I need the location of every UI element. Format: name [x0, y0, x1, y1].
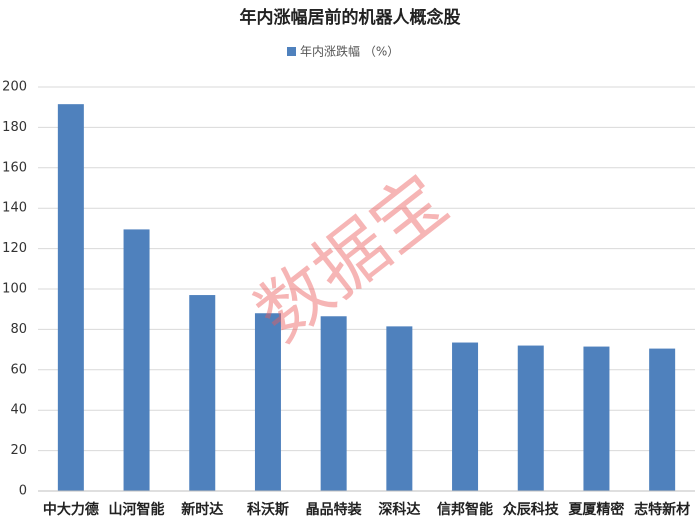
- x-tick-label: 深科达: [378, 501, 420, 518]
- y-tick-label: 20: [10, 443, 27, 458]
- y-tick-label: 80: [10, 322, 27, 337]
- y-tick-label: 0: [19, 484, 27, 499]
- y-tick-label: 120: [2, 241, 27, 256]
- x-tick-label: 山河智能: [109, 501, 165, 518]
- y-tick-label: 200: [2, 80, 27, 95]
- y-tick-label: 100: [2, 282, 27, 297]
- x-tick-label: 夏厦精密: [568, 501, 624, 518]
- x-tick-label: 志特新材: [634, 501, 690, 518]
- y-tick-label: 140: [2, 201, 27, 216]
- y-tick-label: 160: [2, 160, 27, 175]
- bar: [386, 326, 413, 491]
- y-tick-label: 40: [10, 403, 27, 418]
- x-tick-label: 信邦智能: [437, 501, 493, 518]
- x-tick-label: 新时达: [181, 501, 223, 518]
- x-tick-label: 众辰科技: [503, 501, 560, 518]
- plot-area: 0 20 40 60 80 100 120 140 160 180 200 年内涨跌幅 （%） 中大力德…: [2, 44, 695, 518]
- bar: [189, 295, 216, 491]
- x-tick-label: 科沃斯: [247, 501, 289, 518]
- legend-swatch: [287, 47, 296, 56]
- bar: [452, 342, 479, 491]
- x-tick-label: 中大力德: [43, 501, 99, 518]
- bar: [254, 313, 281, 491]
- chart-title: 年内涨幅居前的机器人概念股: [240, 7, 461, 28]
- bar: [123, 229, 150, 491]
- bar: [583, 346, 610, 491]
- x-tick-label: 晶品特装: [306, 501, 363, 518]
- bar: [320, 316, 347, 491]
- y-tick-label: 180: [2, 120, 27, 135]
- y-tick-label: 60: [10, 362, 27, 377]
- bar: [57, 104, 84, 492]
- legend-label: 年内涨跌幅 （%）: [300, 44, 399, 59]
- bar: [517, 345, 544, 491]
- bar: [649, 348, 676, 491]
